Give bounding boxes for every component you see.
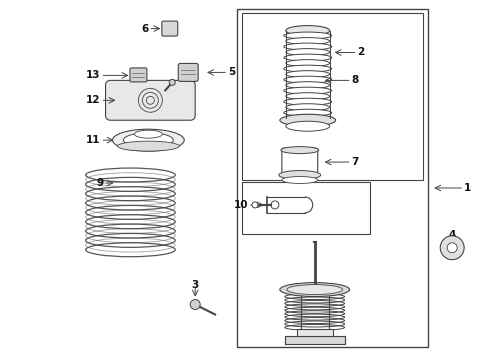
FancyBboxPatch shape [130,68,147,82]
Text: 10: 10 [234,200,248,210]
Ellipse shape [123,133,173,148]
FancyBboxPatch shape [178,63,198,81]
Ellipse shape [284,109,332,116]
Bar [285,336,344,345]
Ellipse shape [284,43,332,50]
Circle shape [447,243,457,253]
Ellipse shape [282,176,318,184]
Ellipse shape [280,114,336,126]
Text: 1: 1 [464,183,471,193]
Ellipse shape [284,98,332,105]
Ellipse shape [134,130,162,138]
Text: 9: 9 [97,178,103,188]
Bar [237,9,428,347]
Text: 8: 8 [352,75,359,85]
Ellipse shape [284,87,332,94]
Bar [242,13,423,180]
Text: 4: 4 [448,230,456,240]
FancyBboxPatch shape [282,148,318,176]
Ellipse shape [113,129,184,151]
Ellipse shape [284,32,332,39]
Ellipse shape [118,141,179,151]
Ellipse shape [286,49,330,55]
Ellipse shape [280,283,349,297]
Ellipse shape [284,76,332,83]
Bar [297,329,333,341]
Text: 12: 12 [86,95,100,105]
Circle shape [252,202,258,208]
Ellipse shape [286,37,330,45]
Text: 2: 2 [358,48,365,58]
Ellipse shape [286,104,330,111]
Text: 6: 6 [141,24,148,33]
Ellipse shape [284,65,332,72]
Bar [242,182,369,234]
Ellipse shape [286,26,330,36]
Text: 7: 7 [352,157,359,167]
Ellipse shape [286,82,330,89]
Ellipse shape [286,60,330,67]
Text: 3: 3 [192,280,199,289]
Ellipse shape [287,285,343,294]
Text: 13: 13 [86,71,100,80]
Ellipse shape [286,121,330,131]
Text: 5: 5 [228,67,235,77]
Ellipse shape [286,93,330,100]
Circle shape [440,236,464,260]
FancyBboxPatch shape [105,80,195,120]
Ellipse shape [284,54,332,61]
Circle shape [169,80,175,85]
Text: 11: 11 [86,135,100,145]
Ellipse shape [281,147,318,154]
FancyBboxPatch shape [162,21,178,36]
Circle shape [190,300,200,310]
Ellipse shape [286,71,330,78]
Circle shape [271,201,279,209]
Ellipse shape [279,171,321,180]
Ellipse shape [286,115,330,122]
